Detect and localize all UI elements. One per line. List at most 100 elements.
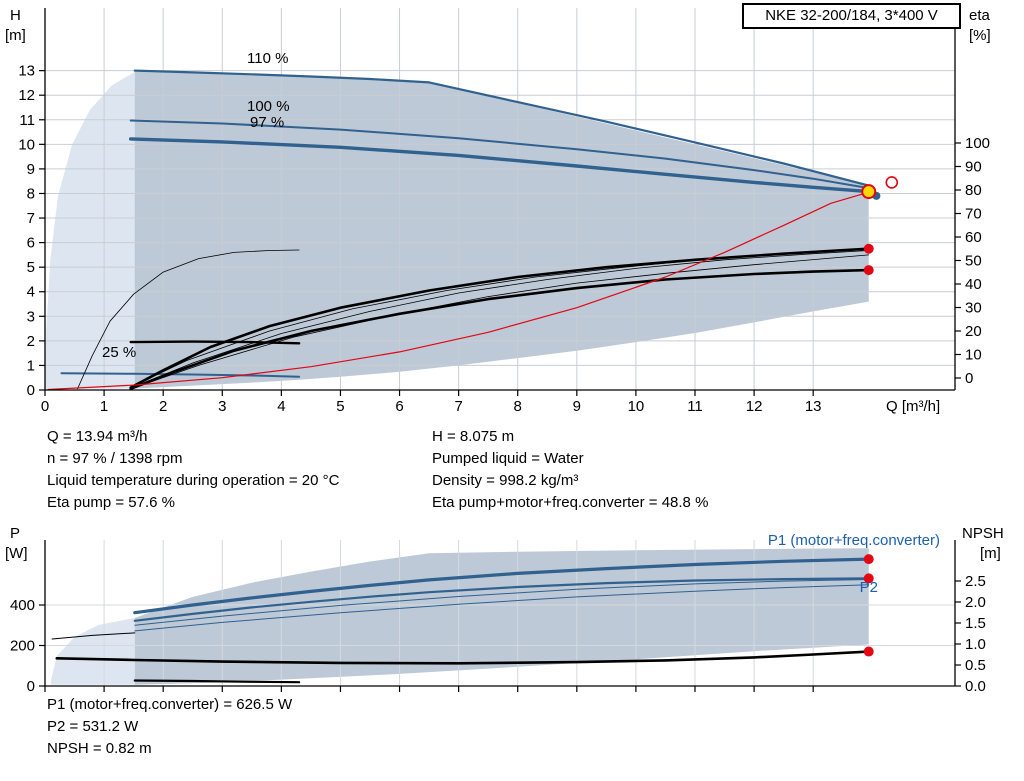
x-tick-label: 10	[628, 398, 645, 415]
y-left-tick-label: 12	[18, 87, 35, 104]
x-tick-label: 12	[746, 398, 763, 415]
y-left-tick-label: 400	[10, 597, 35, 614]
y-right-tick-label: 90	[965, 159, 982, 176]
y-right-axis-title-2: [%]	[969, 27, 991, 44]
eta-max-open-circle	[885, 176, 899, 189]
y-left-tick-label: 7	[27, 210, 35, 227]
y-left-tick-label: 1	[27, 357, 35, 374]
curve-97pct	[128, 137, 871, 194]
info-line-density: Density = 998.2 kg/m³	[432, 472, 579, 489]
y-left-tick-label: 200	[10, 638, 35, 655]
curve-25pct	[60, 372, 301, 378]
y-right-tick-label: 100	[965, 135, 990, 152]
pump-model-title: NKE 32-200/184, 3*400 V	[765, 7, 938, 24]
power-envelope-light	[50, 618, 135, 685]
p2-curve-label: P2	[860, 579, 878, 596]
info-line-liquid-temp: Liquid temperature during operation = 20…	[47, 472, 340, 489]
x-tick-label: 8	[514, 398, 522, 415]
info-line-npsh: NPSH = 0.82 m	[47, 740, 152, 757]
y-left-tick-label: 6	[27, 235, 35, 252]
y-right-tick-label: 60	[965, 229, 982, 246]
speed-100-label: 100 %	[247, 98, 290, 115]
p1-curve-label: P1 (motor+freq.converter)	[768, 532, 940, 549]
y-left-tick-label: 11	[19, 112, 35, 129]
x-tick-label: 0	[41, 398, 49, 415]
info-line-speed: n = 97 % / 1398 rpm	[47, 450, 183, 467]
eta-band-1	[130, 250, 870, 389]
speed-110-label: 110 %	[247, 50, 288, 67]
y-right-tick-label: 10	[965, 347, 982, 364]
x-tick-label: 13	[805, 398, 822, 415]
p1-curve	[133, 557, 871, 615]
y-left-tick-label: 0	[27, 678, 35, 695]
y-right-tick-label: 70	[965, 206, 982, 223]
x-tick-label: 6	[395, 398, 403, 415]
info-line-head: H = 8.075 m	[432, 428, 515, 445]
y-left-tick-label: 0	[27, 382, 35, 399]
y-left-axis-title-1: P	[10, 525, 20, 542]
eta-pump-25pct-curve	[77, 249, 300, 390]
x-tick-label: 7	[454, 398, 462, 415]
eta-pump-endpoint	[863, 243, 874, 254]
y-right-tick-label: 1.5	[965, 615, 986, 632]
y-left-tick-label: 8	[27, 185, 35, 202]
eta-pump-curve	[129, 247, 871, 389]
y-right-tick-label: 40	[965, 276, 982, 293]
info-line-p2: P2 = 531.2 W	[47, 718, 139, 735]
y-right-tick-label: 50	[965, 253, 982, 270]
eta-total-endpoint	[863, 265, 874, 276]
eta-25pct-flat-segment	[129, 340, 301, 345]
npsh-curve	[55, 650, 871, 665]
y-right-axis-title-1: eta	[969, 7, 991, 24]
x-tick-label: 9	[573, 398, 581, 415]
x-tick-label: 1	[100, 398, 108, 415]
y-right-tick-label: 30	[965, 300, 982, 317]
y-right-tick-label: 80	[965, 182, 982, 199]
duty-point-marker	[861, 184, 877, 200]
y-right-tick-label: 0.0	[965, 678, 986, 695]
curve-100pct	[129, 119, 870, 190]
p-left-segment	[51, 632, 136, 640]
speed-97-label: 97 %	[250, 114, 284, 131]
y-left-axis-title-1: H	[10, 7, 21, 24]
y-left-tick-label: 4	[27, 284, 35, 301]
y-left-tick-label: 9	[27, 161, 35, 178]
y-left-tick-label: 3	[27, 308, 35, 325]
y-right-tick-label: 0	[965, 370, 973, 387]
x-tick-label: 5	[336, 398, 344, 415]
p-band-1	[134, 579, 870, 626]
npsh-25pct-segment	[133, 679, 301, 684]
power-envelope	[134, 548, 869, 685]
p1-endpoint	[863, 554, 874, 565]
x-tick-label: 3	[218, 398, 226, 415]
p-band-2	[134, 584, 870, 632]
y-right-tick-label: 2.5	[965, 573, 986, 590]
eta-band-2	[130, 254, 870, 390]
info-line-eta-pump: Eta pump = 57.6 %	[47, 494, 175, 511]
pump-model-box: NKE 32-200/184, 3*400 V	[742, 3, 961, 29]
x-tick-label: 4	[277, 398, 285, 415]
x-tick-label: 11	[687, 398, 703, 415]
speed-25-label: 25 %	[102, 344, 136, 361]
y-left-tick-label: 13	[18, 63, 35, 80]
p2-curve	[133, 577, 870, 622]
info-line-flow: Q = 13.94 m³/h	[47, 428, 148, 445]
x-tick-label: 2	[159, 398, 167, 415]
power-info-block: P1 (motor+freq.converter) = 626.5 W P2 =…	[47, 694, 292, 760]
y-right-tick-label: 0.5	[965, 657, 986, 674]
x-axis-title: Q [m³/h]	[886, 398, 940, 415]
npsh-endpoint	[863, 646, 874, 657]
operating-envelope-light	[45, 71, 138, 389]
y-left-axis-title-2: [W]	[5, 545, 28, 562]
y-left-tick-label: 5	[27, 259, 35, 276]
eta-duty-red-curve	[47, 191, 870, 391]
curve-110pct	[133, 69, 870, 187]
eta-total-curve	[129, 268, 871, 391]
y-right-axis-title-2: [m]	[980, 545, 1001, 562]
y-left-axis-title-2: [m]	[5, 27, 26, 44]
duty-info-column-1: Q = 13.94 m³/h n = 97 % / 1398 rpm Liqui…	[47, 426, 339, 514]
p2-endpoint	[863, 573, 874, 584]
y-left-tick-label: 2	[27, 333, 35, 350]
operating-envelope	[134, 71, 869, 389]
